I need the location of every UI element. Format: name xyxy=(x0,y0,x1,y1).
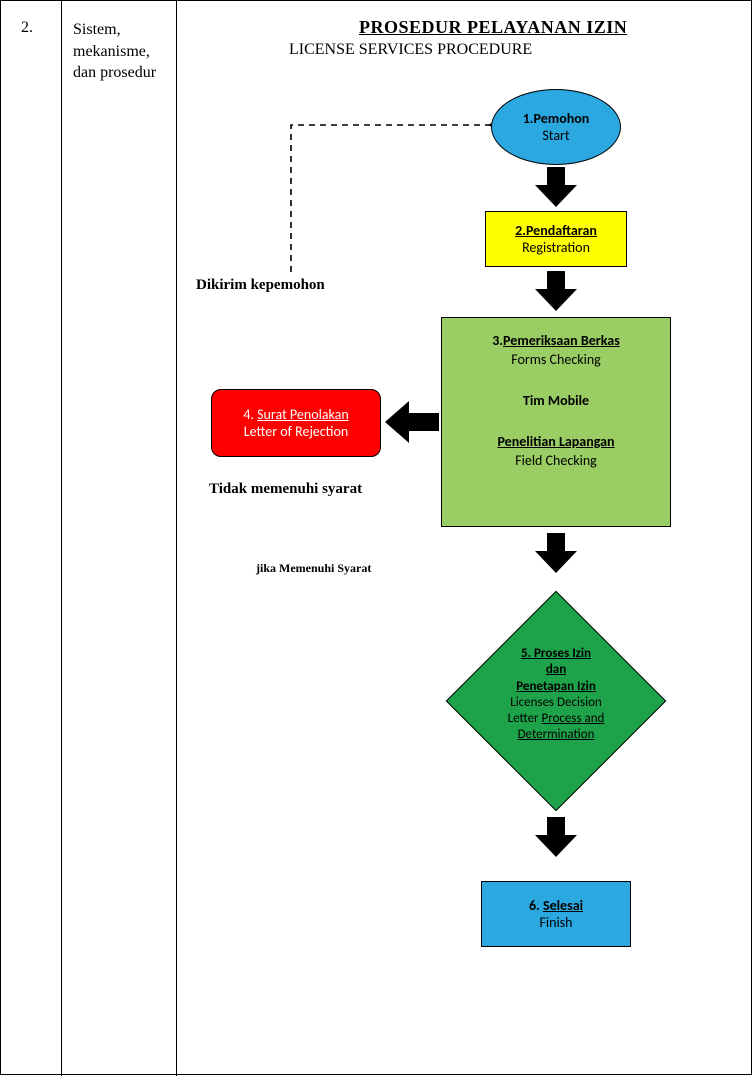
arrow-down-1 xyxy=(535,167,577,207)
arrow-down-2 xyxy=(535,271,577,311)
node-checking-sub1: Forms Checking xyxy=(442,351,670,370)
node-rejection-sub: Letter of Rejection xyxy=(212,423,380,440)
node-finish-num: 6. xyxy=(529,897,543,914)
decision-l1: 5. Proses Izin xyxy=(521,646,591,661)
decision-l5b: Process and xyxy=(542,711,605,726)
decision-l5a: Letter xyxy=(508,711,542,726)
node-registration-title: 2.Pendaftaran xyxy=(515,222,597,239)
label-jika: jika Memenuhi Syarat xyxy=(256,561,371,576)
arrow-down-3 xyxy=(535,533,577,573)
label-tidak: Tidak memenuhi syarat xyxy=(209,481,362,498)
decision-text: 5. Proses Izin dan Penetapan Izin Licens… xyxy=(476,646,636,744)
arrow-down-4 xyxy=(535,817,577,857)
decision-l2: dan xyxy=(546,662,566,677)
node-start-sub: Start xyxy=(492,127,620,144)
node-decision: 5. Proses Izin dan Penetapan Izin Licens… xyxy=(446,591,666,811)
decision-l3: Penetapan Izin xyxy=(516,679,596,694)
decision-l4: Licenses Decision xyxy=(510,695,602,710)
label-dikirim: Dikirim kepemohon xyxy=(196,277,325,294)
node-finish-sub: Finish xyxy=(482,914,630,931)
node-registration: 2.Pendaftaran Registration xyxy=(485,211,627,267)
node-rejection-title: Surat Penolakan xyxy=(257,406,349,423)
node-start: 1.Pemohon Start xyxy=(491,89,621,165)
node-finish: 6. Selesai Finish xyxy=(481,881,631,947)
node-rejection-num: 4. xyxy=(243,406,257,423)
node-checking: 3.Pemeriksaan Berkas Forms Checking Tim … xyxy=(441,317,671,527)
node-rejection: 4. Surat Penolakan Letter of Rejection xyxy=(211,389,381,457)
node-checking-num: 3. xyxy=(492,332,503,349)
node-checking-sub2: Field Checking xyxy=(442,452,670,471)
node-checking-title2: Penelitian Lapangan xyxy=(497,433,614,450)
node-checking-mid: Tim Mobile xyxy=(442,392,670,411)
page: 2. Sistem, mekanisme, dan prosedur PROSE… xyxy=(0,0,752,1075)
arrow-left-reject xyxy=(385,401,439,443)
decision-l6: Determination xyxy=(518,727,595,742)
node-finish-title: Selesai xyxy=(543,897,583,914)
node-checking-title: Pemeriksaan Berkas xyxy=(503,332,620,349)
node-start-title: 1.Pemohon xyxy=(523,110,590,127)
node-registration-sub: Registration xyxy=(486,239,626,256)
